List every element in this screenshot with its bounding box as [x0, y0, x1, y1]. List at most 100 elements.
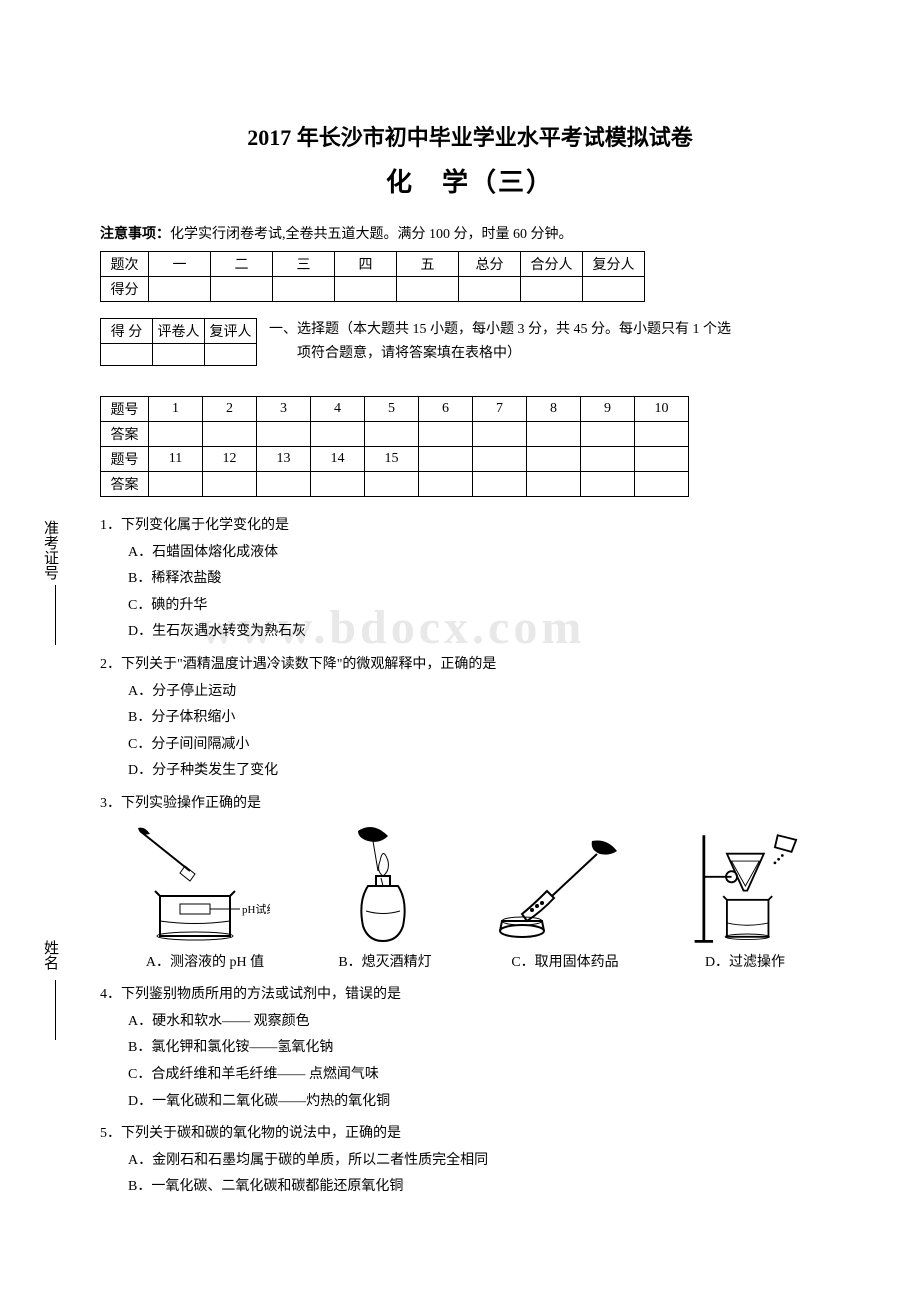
q-stem: 2．下列关于"酒精温度计遇冷读数下降"的微观解释中，正确的是 — [100, 652, 840, 679]
cell: 12 — [203, 447, 257, 472]
cell — [311, 472, 365, 497]
cell: 题号 — [101, 447, 149, 472]
section-header-row: 得 分 评卷人 复评人 一、选择题（本大题共 15 小题，每小题 3 分，共 4… — [100, 318, 840, 382]
side-line — [55, 980, 56, 1040]
table-row: 得分 — [101, 277, 645, 302]
cell — [419, 472, 473, 497]
cell: 3 — [257, 397, 311, 422]
table-row — [101, 344, 257, 366]
cell: 三 — [273, 252, 335, 277]
table-row: 题号 1 2 3 4 5 6 7 8 9 10 — [101, 397, 689, 422]
question-2: 2．下列关于"酒精温度计遇冷读数下降"的微观解释中，正确的是 A．分子停止运动 … — [100, 652, 840, 785]
cell — [203, 472, 257, 497]
question-4: 4．下列鉴别物质所用的方法或试剂中，错误的是 A．硬水和软水—— 观察颜色 B．… — [100, 982, 840, 1115]
cell: 13 — [257, 447, 311, 472]
option-a: A．金刚石和石墨均属于碳的单质，所以二者性质完全相同 — [128, 1148, 840, 1175]
cell: 一 — [149, 252, 211, 277]
cell: 5 — [365, 397, 419, 422]
cell — [311, 422, 365, 447]
caption-c: C．取用固体药品 — [490, 950, 640, 977]
img-filter — [680, 826, 820, 946]
question-3: 3．下列实验操作正确的是 pH试纸 — [100, 791, 840, 976]
img-solid-sample — [497, 826, 637, 946]
cell: 合分人 — [521, 252, 583, 277]
page-title-1: 2017 年长沙市初中毕业学业水平考试模拟试卷 — [100, 120, 840, 152]
cell: 总分 — [459, 252, 521, 277]
answer-table: 题号 1 2 3 4 5 6 7 8 9 10 答案 题号 11 12 13 1… — [100, 396, 689, 497]
cell — [257, 422, 311, 447]
cell: 10 — [635, 397, 689, 422]
option-b: B．稀释浓盐酸 — [128, 566, 840, 593]
cell — [473, 472, 527, 497]
cell — [635, 472, 689, 497]
cell: 4 — [311, 397, 365, 422]
grade-box-table: 得 分 评卷人 复评人 — [100, 318, 257, 366]
img-alcohol-lamp — [313, 826, 453, 946]
cell: 答案 — [101, 422, 149, 447]
cell: 复评人 — [205, 319, 257, 344]
table-row: 题号 11 12 13 14 15 — [101, 447, 689, 472]
cell: 答案 — [101, 472, 149, 497]
img-ph-test: pH试纸 — [130, 826, 270, 946]
option-c: C．合成纤维和羊毛纤维—— 点燃闻气味 — [128, 1062, 840, 1089]
cell: 得分 — [101, 277, 149, 302]
cell: 14 — [311, 447, 365, 472]
cell: 五 — [397, 252, 459, 277]
page-content: 2017 年长沙市初中毕业学业水平考试模拟试卷 化 学（三） 注意事项：化学实行… — [100, 120, 840, 1201]
option-c: C．分子间间隔减小 — [128, 732, 840, 759]
option-d: D．一氧化碳和二氧化碳——灼热的氧化铜 — [128, 1089, 840, 1116]
notice-text: 化学实行闭卷考试,全卷共五道大题。满分 100 分，时量 60 分钟。 — [170, 227, 573, 242]
caption-a: A．测溶液的 pH 值 — [130, 950, 280, 977]
intro-line: 项符合题意，请将答案填在表格中） — [297, 342, 840, 366]
cell — [635, 447, 689, 472]
cell — [365, 422, 419, 447]
table-row: 题次 一 二 三 四 五 总分 合分人 复分人 — [101, 252, 645, 277]
cell: 11 — [149, 447, 203, 472]
cell — [101, 344, 153, 366]
cell: 8 — [527, 397, 581, 422]
cell — [635, 422, 689, 447]
cell — [335, 277, 397, 302]
cell — [581, 422, 635, 447]
q-stem: 5．下列关于碳和碳的氧化物的说法中，正确的是 — [100, 1121, 840, 1148]
cell — [257, 472, 311, 497]
option-a: A．硬水和软水—— 观察颜色 — [128, 1009, 840, 1036]
cell: 15 — [365, 447, 419, 472]
side-name-label: 姓名 — [40, 940, 61, 970]
cell — [527, 447, 581, 472]
notice-label: 注意事项： — [100, 227, 170, 242]
ph-test-icon: pH试纸 — [130, 826, 270, 946]
image-captions: A．测溶液的 pH 值 B．熄灭酒精灯 C．取用固体药品 D．过滤操作 — [130, 950, 820, 977]
section-score-table: 题次 一 二 三 四 五 总分 合分人 复分人 得分 — [100, 251, 645, 302]
cell — [203, 422, 257, 447]
table-row: 得 分 评卷人 复评人 — [101, 319, 257, 344]
cell — [365, 472, 419, 497]
question-5: 5．下列关于碳和碳的氧化物的说法中，正确的是 A．金刚石和石墨均属于碳的单质，所… — [100, 1121, 840, 1201]
option-c: C．碘的升华 — [128, 593, 840, 620]
option-b: B．氯化钾和氯化铵——氢氧化钠 — [128, 1035, 840, 1062]
alcohol-lamp-icon — [318, 826, 448, 946]
table-row: 答案 — [101, 422, 689, 447]
solid-sample-icon — [492, 836, 642, 946]
cell: 四 — [335, 252, 397, 277]
cell: 评卷人 — [153, 319, 205, 344]
side-line — [55, 585, 56, 645]
filter-icon — [685, 826, 815, 946]
question-1: 1．下列变化属于化学变化的是 A．石蜡固体熔化成液体 B．稀释浓盐酸 C．碘的升… — [100, 513, 840, 646]
section-intro: 一、选择题（本大题共 15 小题，每小题 3 分，共 45 分。每小题只有 1 … — [269, 318, 840, 366]
cell — [149, 277, 211, 302]
table-row: 答案 — [101, 472, 689, 497]
cell: 得 分 — [101, 319, 153, 344]
q-stem: 3．下列实验操作正确的是 — [100, 791, 840, 818]
cell — [527, 472, 581, 497]
cell: 题次 — [101, 252, 149, 277]
option-d: D．生石灰遇水转变为熟石灰 — [128, 619, 840, 646]
cell: 复分人 — [583, 252, 645, 277]
cell: 题号 — [101, 397, 149, 422]
option-a: A．石蜡固体熔化成液体 — [128, 540, 840, 567]
q-stem: 1．下列变化属于化学变化的是 — [100, 513, 840, 540]
cell — [581, 472, 635, 497]
side-exam-id-label: 准考证号 — [40, 520, 61, 580]
cell — [473, 447, 527, 472]
ph-label: pH试纸 — [242, 903, 270, 916]
